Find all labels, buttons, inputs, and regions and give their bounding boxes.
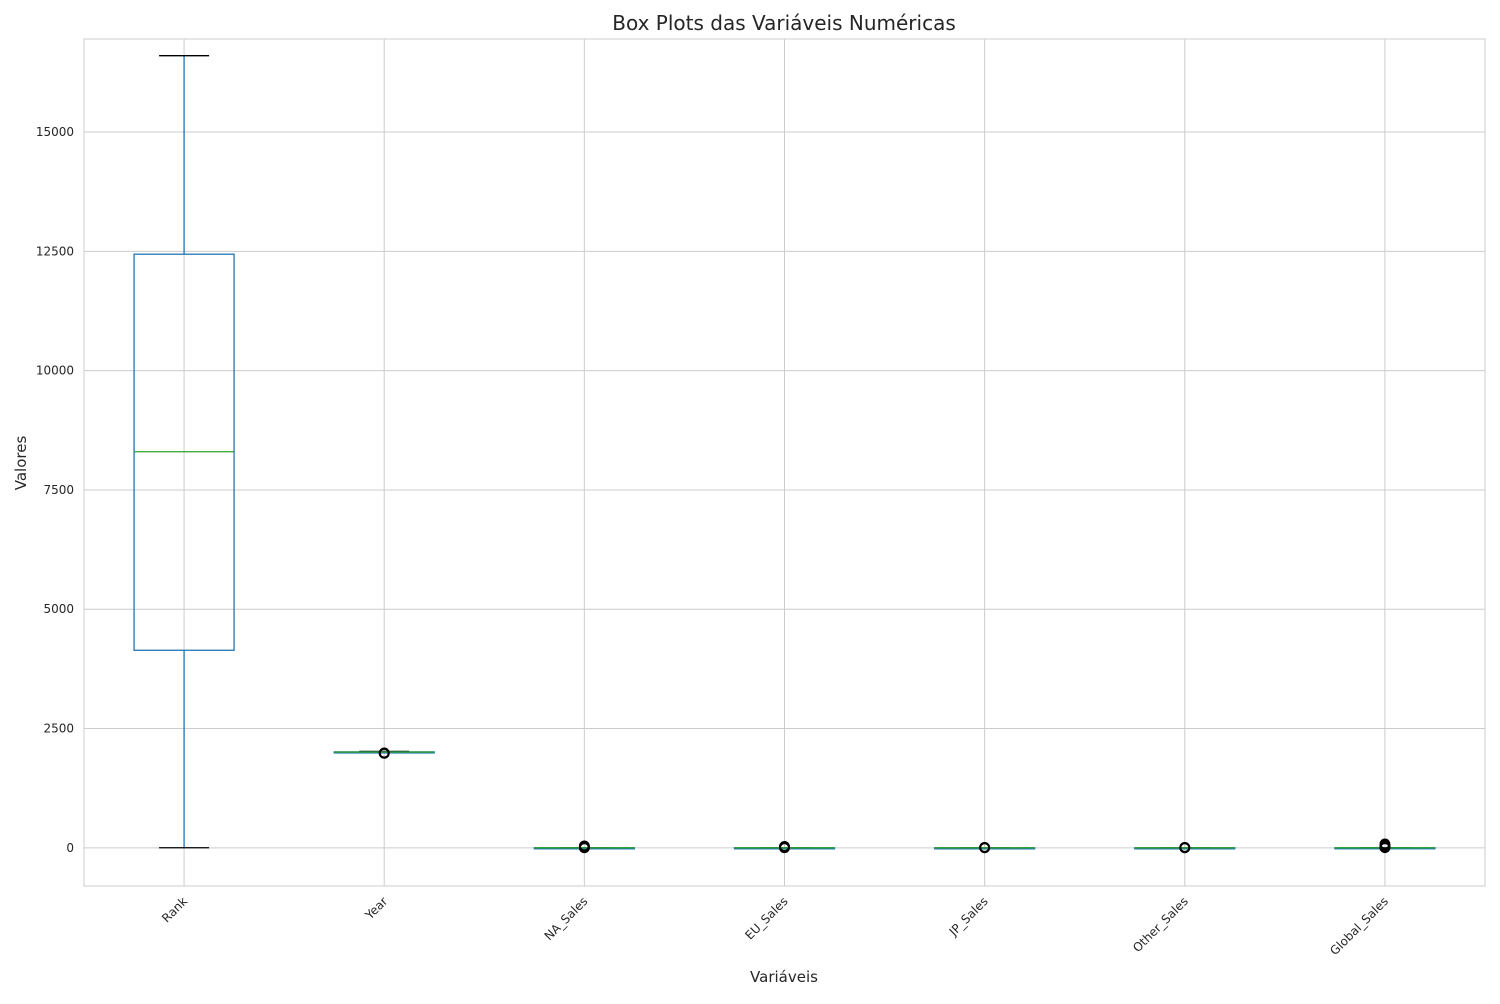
box-rank <box>133 55 235 849</box>
box-other-sales <box>1134 841 1236 854</box>
y-tick-label: 7500 <box>43 483 74 497</box>
outlier-point <box>1379 838 1391 850</box>
plot-frame <box>83 38 1486 887</box>
y-tick-label: 0 <box>66 841 74 855</box>
x-tick-label: JP_Sales <box>946 894 991 939</box>
x-tick-label: Rank <box>159 894 190 925</box>
box-na-sales <box>533 840 636 854</box>
outlier-point <box>378 747 390 759</box>
y-axis-label: Valores <box>12 436 30 491</box>
x-axis-label: Variáveis <box>750 968 818 986</box>
y-tick-label: 2500 <box>43 722 74 736</box>
x-tick-label: Global_Sales <box>1327 894 1391 958</box>
x-tick-label: EU_Sales <box>742 894 790 942</box>
y-tick-label: 10000 <box>36 364 74 378</box>
y-tick-label: 15000 <box>36 125 74 139</box>
chart-title: Box Plots das Variáveis Numéricas <box>612 11 956 35</box>
box-year <box>333 747 435 759</box>
tick-layer: 0 2500 5000 7500 10000 12500 15000 Rank Year NA_S… <box>36 125 1391 958</box>
box-jp-sales <box>933 841 1036 854</box>
y-tick-label: 5000 <box>43 602 74 616</box>
box-global-sales <box>1334 838 1436 854</box>
outlier-point <box>578 840 590 852</box>
outlier-point <box>979 841 991 853</box>
box-layer <box>133 55 1436 854</box>
y-tick-label: 12500 <box>36 244 74 258</box>
outlier-point <box>1179 841 1191 853</box>
box-eu-sales <box>733 841 836 854</box>
x-tick-label: Other_Sales <box>1130 894 1191 955</box>
x-tick-label: NA_Sales <box>542 894 591 943</box>
outlier-point <box>779 841 790 852</box>
grid-layer <box>84 39 1485 886</box>
x-tick-label: Year <box>362 894 391 923</box>
